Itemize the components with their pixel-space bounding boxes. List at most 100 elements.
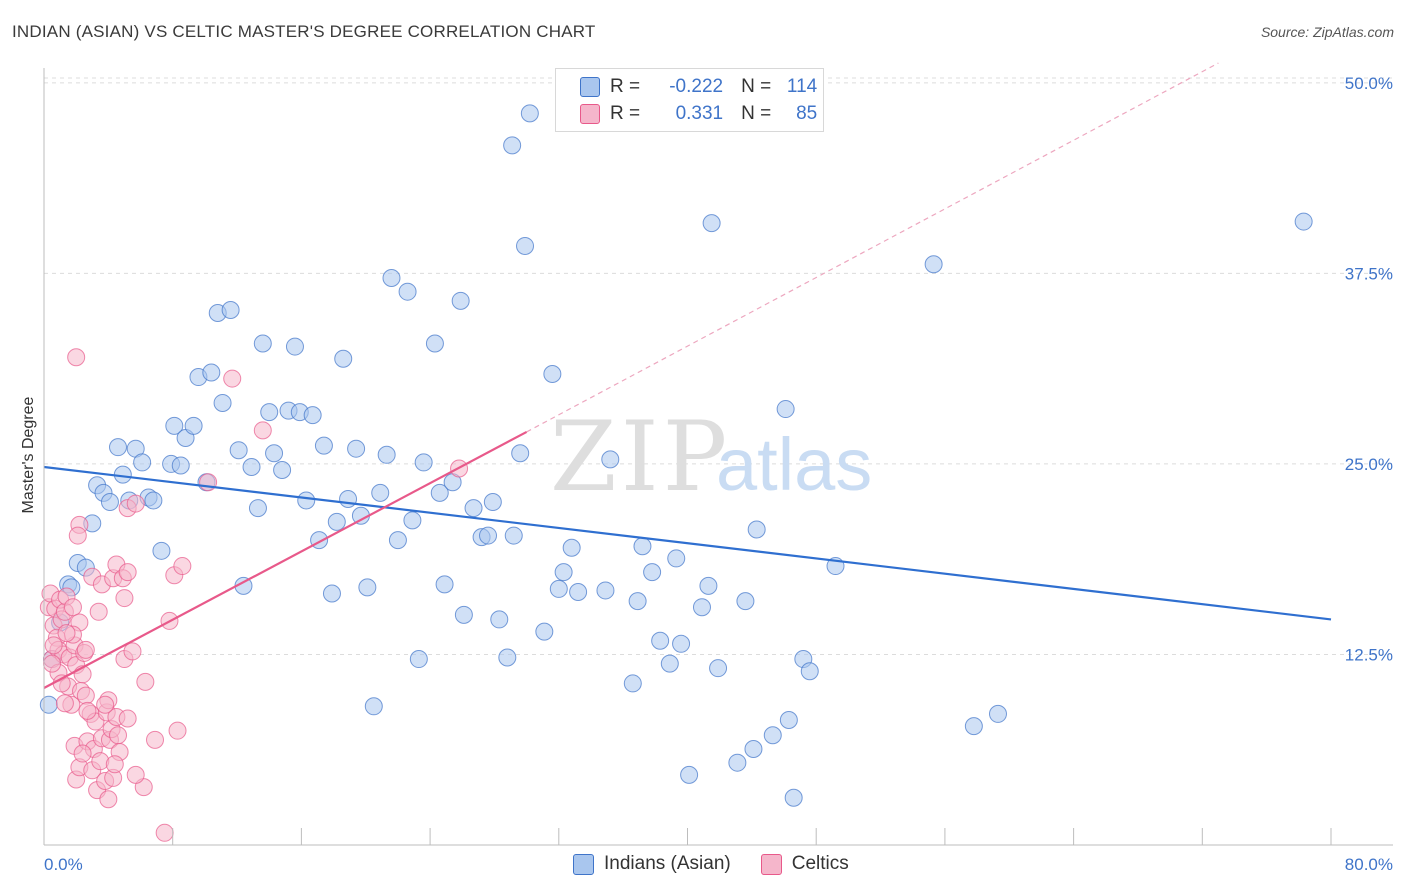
celtic-point: [99, 790, 118, 809]
indian-point: [747, 520, 766, 539]
celtic-point: [67, 348, 86, 367]
indian-point: [479, 526, 498, 545]
indian-point: [109, 438, 128, 457]
x-tick-label-max: 80.0%: [1345, 855, 1393, 874]
indian-point: [464, 499, 483, 518]
celtic-point: [126, 494, 145, 513]
indian-point: [273, 461, 292, 480]
indian-point: [549, 579, 568, 598]
celtic-point: [173, 557, 192, 576]
y-tick-label: 37.5%: [1345, 264, 1393, 283]
indian-point: [483, 493, 502, 512]
indian-point: [100, 493, 119, 512]
indian-point: [347, 439, 366, 458]
watermark-atlas: atlas: [716, 423, 872, 506]
celtic-point: [136, 672, 155, 691]
chart-title: INDIAN (ASIAN) VS CELTIC MASTER'S DEGREE…: [12, 22, 596, 41]
indian-point: [709, 659, 728, 678]
celtic-point: [78, 701, 97, 720]
indian-trend-line: [43, 465, 1332, 621]
indian-point: [202, 363, 221, 382]
indian-point: [504, 526, 523, 545]
watermark: ZIP atlas: [550, 401, 872, 513]
celtic-point: [109, 726, 128, 745]
legend-swatch-indians: [573, 853, 594, 875]
celtic-point: [223, 369, 242, 388]
indian-point: [260, 403, 279, 422]
legend-row-indians: R = -0.222 N = 114: [580, 74, 817, 100]
correlation-legend: R = -0.222 N = 114 R = 0.331 N = 85: [555, 68, 824, 132]
indian-point: [414, 453, 433, 472]
indian-point: [776, 400, 795, 419]
legend-r-label: R =: [610, 76, 641, 97]
indian-point: [171, 456, 190, 475]
indian-point: [736, 592, 755, 611]
indian-point: [596, 581, 615, 600]
indian-point: [403, 511, 422, 530]
indian-point: [213, 393, 232, 412]
indian-point: [554, 563, 573, 582]
celtic-trend-extension: [526, 62, 1219, 433]
indian-point: [702, 214, 721, 233]
indian-point: [511, 444, 530, 463]
celtic-point: [126, 765, 145, 784]
indian-point: [633, 537, 652, 556]
celtic-point: [55, 694, 74, 713]
legend-n-label: N =: [741, 103, 772, 124]
indian-point: [358, 578, 377, 597]
indian-point: [265, 444, 284, 463]
legend-r-label: R =: [610, 103, 641, 124]
indian-point: [221, 300, 240, 319]
celtic-point: [105, 755, 124, 774]
indian-point: [1294, 212, 1313, 231]
indian-point: [672, 634, 691, 653]
indian-point: [364, 697, 383, 716]
indian-point: [377, 445, 396, 464]
celtic-point: [118, 709, 137, 728]
indian-point: [229, 441, 248, 460]
indian-point: [409, 650, 428, 669]
indian-point: [535, 622, 554, 641]
celtic-point: [115, 589, 134, 608]
indian-point: [339, 489, 358, 508]
axis-layer: 12.5% 25.0% 37.5% 50.0% 0.0% 80.0%: [43, 68, 1393, 874]
legend-swatch-pink: [580, 104, 600, 124]
indian-point: [601, 450, 620, 469]
grid-layer: [44, 77, 1393, 655]
indian-point: [297, 491, 316, 510]
indian-point: [744, 739, 763, 758]
indian-point: [699, 576, 718, 595]
indian-point: [184, 416, 203, 435]
indian-point: [988, 704, 1007, 723]
legend-n-label: N =: [741, 76, 772, 97]
legend-r-value: 0.331: [675, 103, 724, 124]
indian-point: [39, 695, 58, 714]
indian-point: [334, 349, 353, 368]
celtic-point: [44, 636, 63, 655]
y-axis-label: Master's Degree: [20, 396, 37, 513]
legend-item-celtics[interactable]: Celtics: [760, 853, 849, 875]
indian-point: [382, 268, 401, 287]
indian-point: [800, 662, 819, 681]
points-layer: [39, 104, 1313, 842]
indian-point: [388, 531, 407, 550]
indian-point: [569, 582, 588, 601]
y-tick-label: 25.0%: [1345, 455, 1393, 474]
legend-item-indians[interactable]: Indians (Asian): [573, 853, 731, 875]
indian-point: [667, 549, 686, 568]
indian-point: [651, 631, 670, 650]
indian-point: [253, 334, 272, 353]
legend-swatch-celtics: [760, 853, 782, 875]
celtic-point: [76, 640, 95, 659]
celtic-point: [73, 744, 92, 763]
indian-point: [435, 575, 454, 594]
celtic-point: [155, 823, 174, 842]
indian-point: [152, 541, 171, 560]
indian-point: [643, 563, 662, 582]
legend-row-celtics: R = 0.331 N = 85: [580, 101, 817, 127]
celtic-point: [76, 686, 95, 705]
celtic-point: [96, 695, 115, 714]
legend-label-indians: Indians (Asian): [604, 853, 731, 874]
celtic-point: [89, 602, 108, 621]
